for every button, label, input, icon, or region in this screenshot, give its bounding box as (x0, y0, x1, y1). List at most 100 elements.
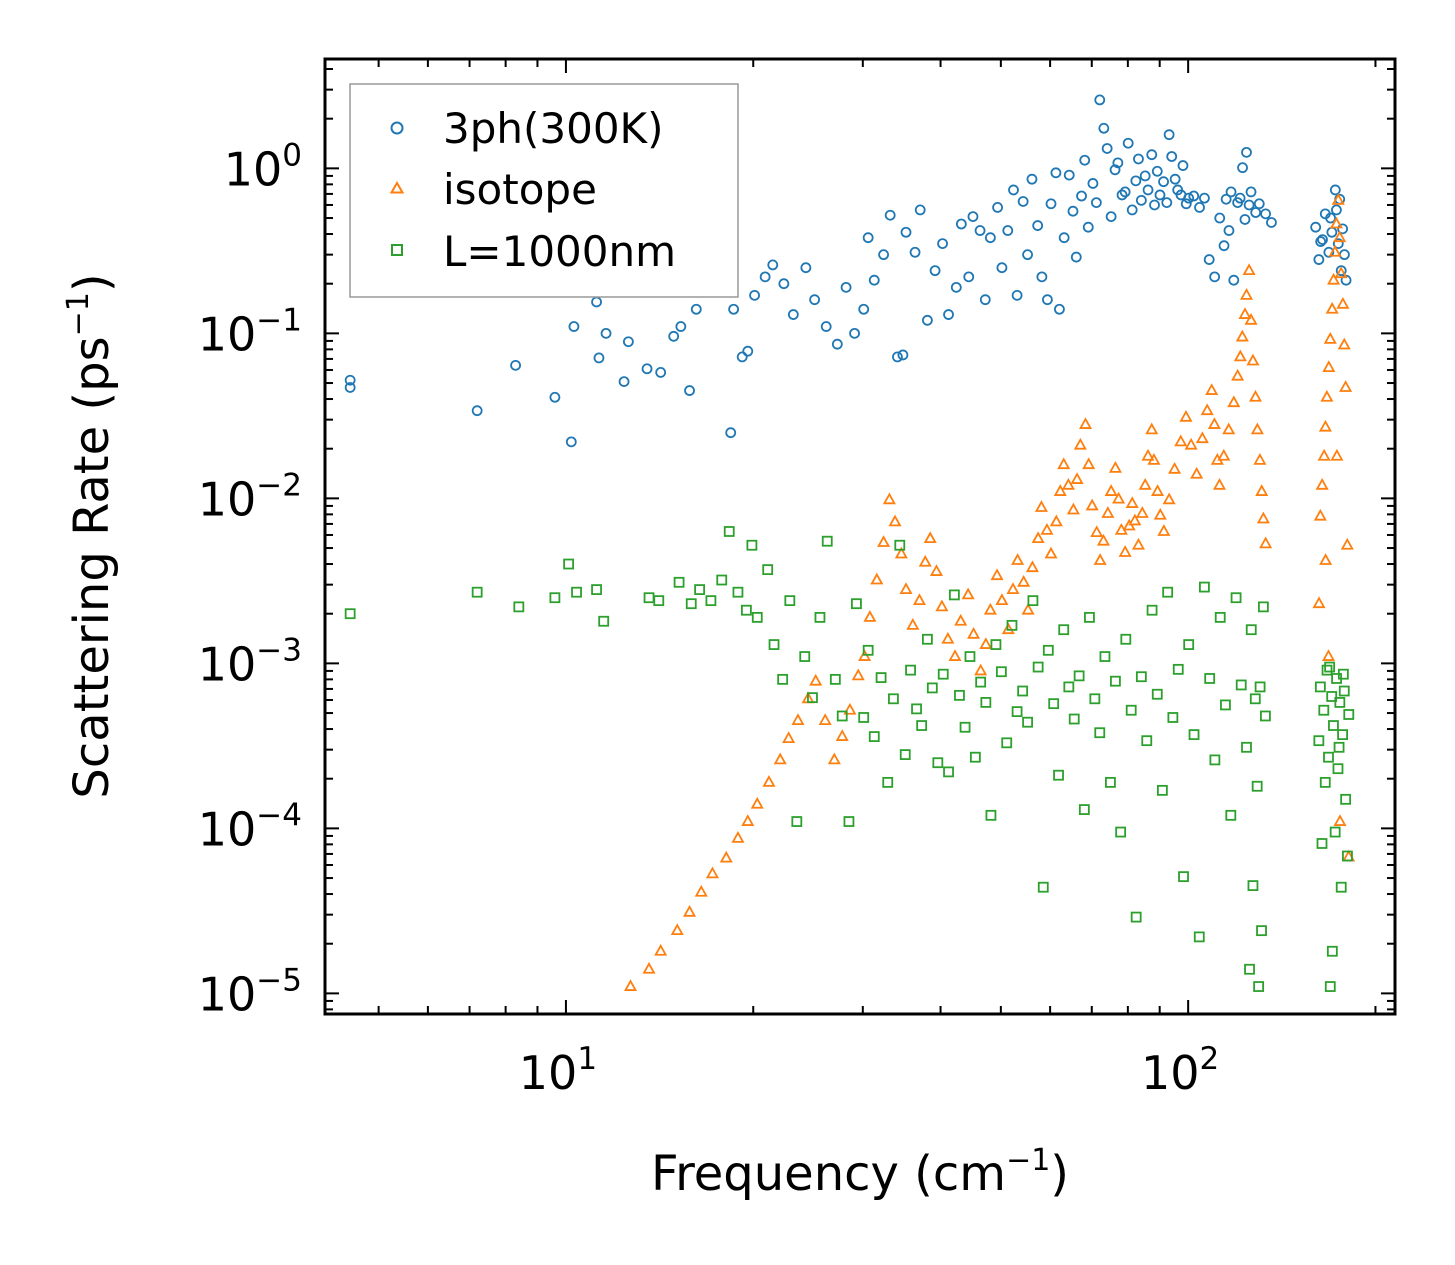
data-point (1239, 214, 1251, 225)
data-point (675, 321, 687, 332)
data-point (1089, 693, 1101, 705)
data-point (791, 816, 803, 827)
data-point (1061, 477, 1075, 490)
data-point (950, 281, 962, 293)
data-point (1214, 212, 1226, 224)
legend-label-3ph: 3ph(300K) (443, 104, 663, 153)
data-point (1145, 422, 1159, 435)
data-point (983, 602, 997, 615)
series-1 (623, 192, 1356, 991)
data-point (809, 294, 821, 306)
data-point (1249, 693, 1261, 705)
data-point (1101, 143, 1113, 154)
data-point (1245, 624, 1257, 636)
data-point (1006, 582, 1020, 594)
data-point (591, 584, 602, 595)
data-point (1050, 167, 1062, 179)
data-point (1329, 184, 1341, 196)
data-point (1079, 154, 1091, 166)
data-point (1116, 189, 1128, 201)
plot-area (344, 94, 1356, 992)
data-point (840, 281, 852, 293)
data-point (1157, 524, 1171, 536)
data-point (1329, 216, 1343, 229)
data-point (641, 363, 653, 375)
data-point (963, 271, 975, 283)
data-point (1333, 814, 1347, 826)
data-point (600, 327, 612, 339)
data-point (814, 611, 826, 623)
data-point (894, 546, 908, 559)
data-point (1231, 368, 1245, 381)
data-point (1242, 263, 1256, 276)
data-point (1218, 240, 1230, 252)
data-point (1115, 826, 1127, 838)
data-point (1248, 389, 1263, 402)
data-point (471, 405, 483, 417)
data-point (767, 259, 779, 271)
data-point (1254, 681, 1266, 693)
data-point (1250, 422, 1264, 435)
data-point (821, 535, 833, 547)
data-point (1323, 246, 1335, 258)
data-point (836, 710, 848, 722)
data-point (1323, 751, 1334, 763)
data-point (1090, 525, 1104, 538)
data-point (1058, 232, 1070, 244)
data-point (1158, 176, 1169, 188)
data-point (974, 663, 988, 676)
data-point (549, 391, 561, 403)
data-point (1330, 448, 1344, 461)
data-point (1146, 604, 1158, 616)
data-point (921, 633, 933, 645)
data-point (862, 644, 874, 656)
data-point (996, 262, 1008, 274)
data-point (1205, 383, 1219, 395)
data-point (510, 359, 521, 371)
data-point (969, 751, 981, 763)
data-point (1094, 94, 1106, 106)
data-point (1054, 303, 1065, 315)
data-point (1138, 477, 1152, 490)
data-point (843, 702, 857, 715)
data-point (1085, 498, 1099, 511)
data-point (985, 809, 997, 821)
data-point (1324, 981, 1336, 992)
data-point (929, 564, 943, 576)
data-point (1217, 448, 1231, 461)
series-0 (344, 94, 1352, 448)
data-point (870, 572, 884, 585)
data-point (1199, 192, 1210, 204)
data-point (1337, 729, 1348, 741)
data-point (1334, 697, 1346, 708)
data-point (878, 249, 890, 261)
data-point (1317, 234, 1328, 246)
data-point (705, 595, 717, 607)
data-point (1070, 472, 1084, 484)
data-point (685, 598, 697, 610)
legend-marker-isotope (389, 181, 405, 194)
data-point (1025, 560, 1039, 573)
data-point (1235, 679, 1247, 691)
data-point (849, 327, 860, 339)
data-point (1177, 160, 1189, 171)
data-point (964, 651, 976, 662)
data-point (1247, 880, 1259, 892)
data-point (750, 796, 764, 809)
data-point (1256, 511, 1270, 524)
data-point (683, 904, 697, 917)
data-point (1325, 212, 1336, 224)
data-point (799, 651, 811, 662)
data-point (877, 535, 891, 547)
data-point (1324, 661, 1336, 673)
data-point (1230, 592, 1242, 604)
data-point (1337, 668, 1349, 680)
data-point (1326, 691, 1338, 702)
data-point (782, 731, 796, 744)
data-point (1220, 699, 1231, 711)
data-point (731, 831, 745, 843)
data-point (1174, 434, 1188, 447)
data-point (1082, 221, 1094, 233)
data-point (1066, 502, 1080, 515)
